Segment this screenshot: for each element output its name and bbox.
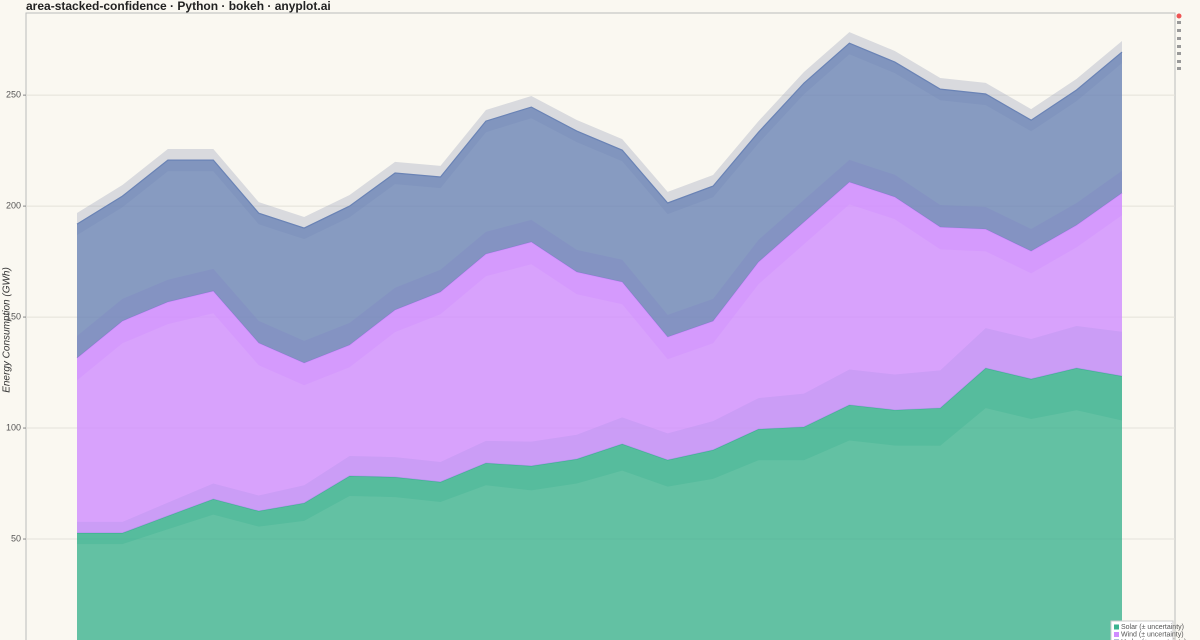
- toolbar-button[interactable]: [1177, 45, 1181, 48]
- legend-swatch: [1114, 632, 1119, 637]
- toolbar: [1176, 13, 1182, 70]
- toolbar-button[interactable]: [1177, 52, 1181, 55]
- area: [77, 43, 1122, 364]
- legend-swatch: [1114, 624, 1119, 630]
- legend-box: [1110, 620, 1174, 640]
- toolbar-button[interactable]: [1177, 67, 1181, 70]
- y-tick-label: 50: [11, 533, 21, 543]
- toolbar-button[interactable]: [1177, 60, 1181, 63]
- area: [77, 368, 1122, 640]
- legend-label: Wind (± uncertainty): [1121, 631, 1184, 638]
- area-line: [76, 42, 1123, 229]
- legend-label: Solar (± uncertainty): [1121, 624, 1184, 631]
- y-tick-label: 200: [6, 200, 21, 210]
- y-tick-label: 100: [6, 422, 21, 432]
- toolbar-logo[interactable]: [1176, 13, 1182, 19]
- plot-area: 50 100 150 200 250: [6, 32, 1175, 640]
- plot-frame: [25, 12, 1176, 640]
- legend-label: Hydro (± uncertainty): [1121, 639, 1186, 640]
- legend: Solar (± uncertainty)Wind (± uncertainty…: [1110, 620, 1186, 640]
- toolbar-button[interactable]: [1177, 21, 1181, 24]
- toolbar-button[interactable]: [1177, 37, 1181, 40]
- y-tick-label: 150: [6, 311, 21, 321]
- y-axis-label: Energy Consumption (GWh): [2, 267, 13, 393]
- y-tick-label: 250: [6, 89, 21, 99]
- confidence-band: [77, 32, 1122, 240]
- toolbar-button[interactable]: [1177, 29, 1181, 32]
- chart-title: area-stacked-confidence · Python · bokeh…: [26, 0, 331, 13]
- area: [77, 182, 1122, 534]
